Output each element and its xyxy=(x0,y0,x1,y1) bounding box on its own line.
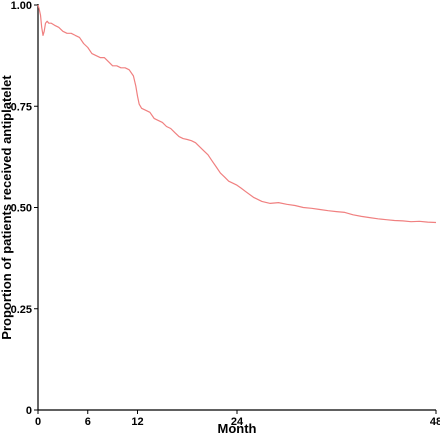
x-tick-label: 6 xyxy=(85,416,91,428)
y-tick-label: 0.50 xyxy=(11,203,32,215)
x-tick-label: 24 xyxy=(231,416,244,428)
series-layer xyxy=(37,4,437,224)
y-axis-title: Proportion of patients received antiplat… xyxy=(0,75,14,340)
y-tick-label: 0.75 xyxy=(11,101,32,113)
series-line xyxy=(37,4,437,224)
y-tick-label: 0.25 xyxy=(11,304,32,316)
x-tick-label: 48 xyxy=(430,416,440,428)
x-tick-label: 0 xyxy=(35,416,41,428)
y-tick-label: 1.00 xyxy=(11,0,32,12)
y-ticks-group: 0 0.25 0.50 0.75 1.00 xyxy=(11,0,38,417)
y-tick-label: 0 xyxy=(26,405,32,417)
axes-group xyxy=(37,4,436,411)
x-ticks-group: 0 6 12 24 48 xyxy=(35,410,440,428)
x-axis-title: Month xyxy=(218,421,257,436)
x-tick-label: 12 xyxy=(131,416,143,428)
